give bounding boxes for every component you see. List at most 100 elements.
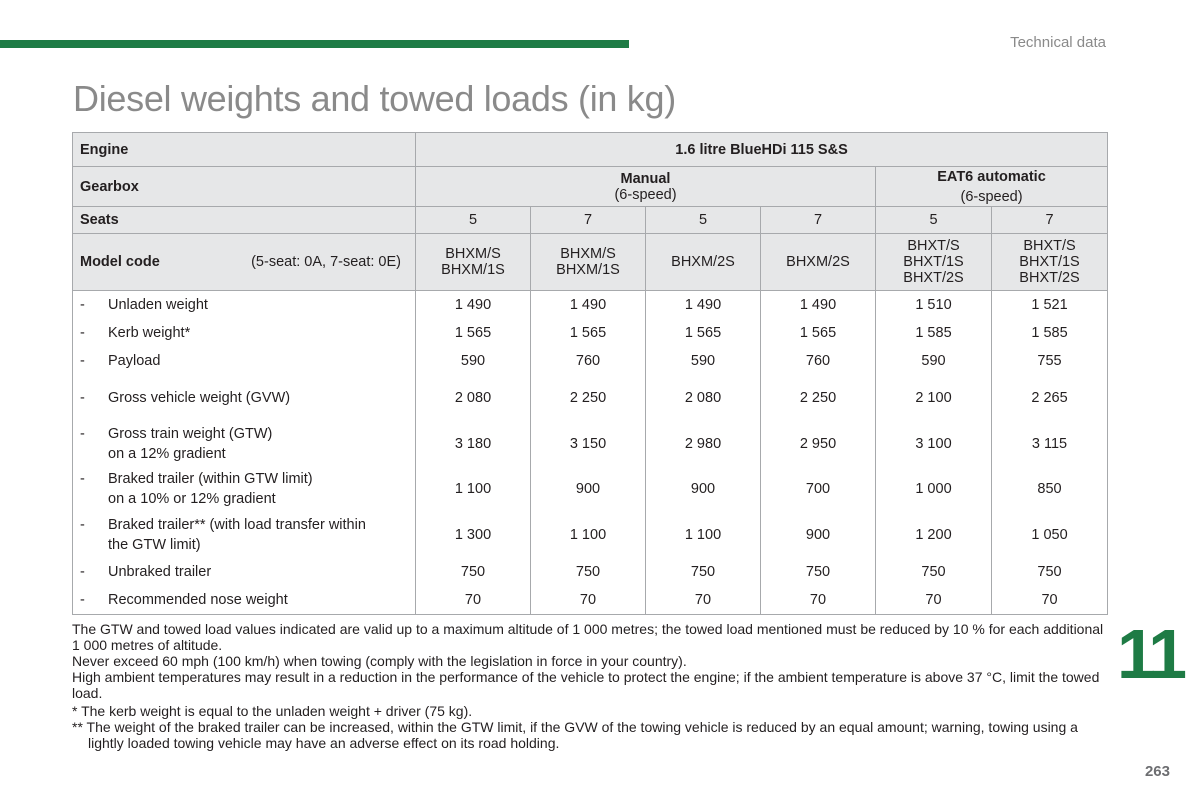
value-cell: 3 115 <box>990 420 1109 467</box>
row-label-line: - Gross vehicle weight (GVW) <box>80 390 409 406</box>
seats-cell: 7 <box>760 206 876 234</box>
model-code-note: (5-seat: 0A, 7-seat: 0E) <box>251 254 401 270</box>
row-label: - Gross vehicle weight (GVW) <box>72 375 416 421</box>
section-title: Technical data <box>1010 34 1106 51</box>
value-cell: 2 080 <box>645 375 761 421</box>
value-cell: 750 <box>760 557 876 586</box>
row-dash: - <box>80 390 85 406</box>
value-cell: 1 490 <box>760 290 876 319</box>
value-cell: 750 <box>875 557 992 586</box>
value-cell: 750 <box>530 557 646 586</box>
table-row: - Payload 590 760 590 760 590 755 <box>72 346 1109 376</box>
row-label-line: - Recommended nose weight <box>80 592 409 608</box>
table-row: - Braked trailer (within GTW limit) on a 1… <box>72 466 1109 512</box>
note-altitude: The GTW and towed load values indicated … <box>72 621 1104 653</box>
value-cell: 70 <box>645 585 761 615</box>
page-number: 263 <box>1144 763 1170 780</box>
gearbox-manual-speeds: (6-speed) <box>614 186 677 203</box>
row-label: - Braked trailer (within GTW limit) on a 1… <box>72 466 416 512</box>
model-code-line: BHXM/2S <box>671 254 735 270</box>
row-label-line: the GTW limit) <box>108 536 201 553</box>
value-cell: 70 <box>760 585 876 615</box>
row-dash: - <box>80 296 85 313</box>
value-cell: 1 585 <box>990 318 1109 347</box>
value-cell: 590 <box>645 346 761 376</box>
model-code-line: BHXM/1S <box>556 262 620 278</box>
value-cell: 755 <box>990 346 1109 376</box>
gearbox-manual: Manual <box>620 170 671 187</box>
row-label: - Unbraked trailer <box>72 557 416 586</box>
note-kerb-weight: * The kerb weight is equal to the unlade… <box>72 703 473 719</box>
value-cell: 2 080 <box>415 375 531 421</box>
seats-cell: 7 <box>530 206 646 234</box>
engine-label: Engine <box>72 132 416 167</box>
value-cell: 2 100 <box>875 375 992 421</box>
seats-cell: 5 <box>415 206 531 234</box>
page-title: Diesel weights and towed loads (in kg) <box>73 78 676 119</box>
value-cell: 750 <box>415 557 531 586</box>
value-cell: 900 <box>530 466 646 512</box>
row-label-line: on a 12% gradient <box>108 445 226 462</box>
value-cell: 1 490 <box>415 290 531 319</box>
row-label-text: Payload <box>108 353 161 369</box>
value-cell: 590 <box>415 346 531 376</box>
row-label-text: Unbraked trailer <box>108 563 212 580</box>
row-label-text: Gross train weight (GTW) <box>108 425 273 442</box>
weights-table: Engine 1.6 litre BlueHDi 115 S&S Gearbox… <box>72 132 1109 615</box>
gearbox-auto-cell: EAT6 automatic (6-speed) <box>874 166 1109 207</box>
row-dash: - <box>80 516 85 533</box>
value-cell: 1 585 <box>875 318 992 347</box>
row-dash: - <box>80 324 85 341</box>
value-cell: 2 250 <box>760 375 876 421</box>
table-row: - Gross vehicle weight (GVW) 2 080 2 250 2 0… <box>72 375 1109 421</box>
model-code-label: Model code <box>80 254 160 270</box>
model-code-line: BHXM/2S <box>786 254 850 270</box>
row-label: - Unladen weight <box>72 290 416 319</box>
row-label: - Gross train weight (GTW) on a 12% gradie… <box>72 420 416 467</box>
gearbox-row: Gearbox Manual (6-speed) EAT6 automatic … <box>72 166 1109 207</box>
value-cell: 760 <box>760 346 876 376</box>
table-row: - Recommended nose weight 70 70 70 70 70 70 <box>72 585 1109 615</box>
value-cell: 1 565 <box>530 318 646 347</box>
model-code-line: BHXT/2S <box>903 270 964 286</box>
value-cell: 850 <box>990 466 1109 512</box>
seats-label: Seats <box>72 206 416 234</box>
row-label: - Braked trailer** (with load transfer wi… <box>72 511 416 558</box>
table-row: - Braked trailer** (with load transfer wi… <box>72 511 1109 558</box>
value-cell: 1 490 <box>530 290 646 319</box>
seats-cell: 7 <box>990 206 1109 234</box>
value-cell: 1 300 <box>415 511 531 558</box>
row-label-line: - Kerb weight* <box>80 325 409 341</box>
value-cell: 760 <box>530 346 646 376</box>
model-code-line: BHXT/1S <box>903 254 964 270</box>
row-label: - Kerb weight* <box>72 318 416 347</box>
model-code-cell: BHXM/S BHXM/1S <box>530 233 646 291</box>
row-label-line: - Unladen weight <box>80 297 409 313</box>
value-cell: 590 <box>875 346 992 376</box>
header-accent-bar <box>0 40 629 48</box>
row-label-line: - Unbraked trailer <box>80 564 409 580</box>
seats-row: Seats 5 7 5 7 5 7 <box>72 206 1109 234</box>
row-label-line: - Gross train weight (GTW) <box>80 426 409 442</box>
model-code-line: BHXM/1S <box>441 262 505 278</box>
seats-cell: 5 <box>645 206 761 234</box>
note-speed-limit: Never exceed 60 mph (100 km/h) when towi… <box>72 653 687 669</box>
value-cell: 70 <box>990 585 1109 615</box>
model-code-cell: BHXT/S BHXT/1S BHXT/2S <box>990 233 1109 291</box>
gearbox-label: Gearbox <box>72 166 416 207</box>
gearbox-manual-cell: Manual (6-speed) <box>415 166 876 207</box>
row-label-line: on a 10% or 12% gradient <box>108 491 276 507</box>
row-label-text: Gross vehicle weight (GVW) <box>108 390 291 406</box>
model-code-line: BHXM/S <box>445 246 501 262</box>
value-cell: 1 100 <box>645 511 761 558</box>
value-cell: 2 250 <box>530 375 646 421</box>
model-code-line: BHXT/1S <box>1019 254 1080 270</box>
row-label-text: Recommended nose weight <box>108 591 288 608</box>
model-code-cell: BHXM/2S <box>645 233 761 291</box>
gearbox-auto: EAT6 automatic <box>937 168 1046 185</box>
value-cell: 70 <box>415 585 531 615</box>
value-cell: 1 100 <box>530 511 646 558</box>
row-label: - Recommended nose weight <box>72 585 416 615</box>
value-cell: 3 100 <box>875 420 992 467</box>
value-cell: 2 265 <box>990 375 1109 421</box>
